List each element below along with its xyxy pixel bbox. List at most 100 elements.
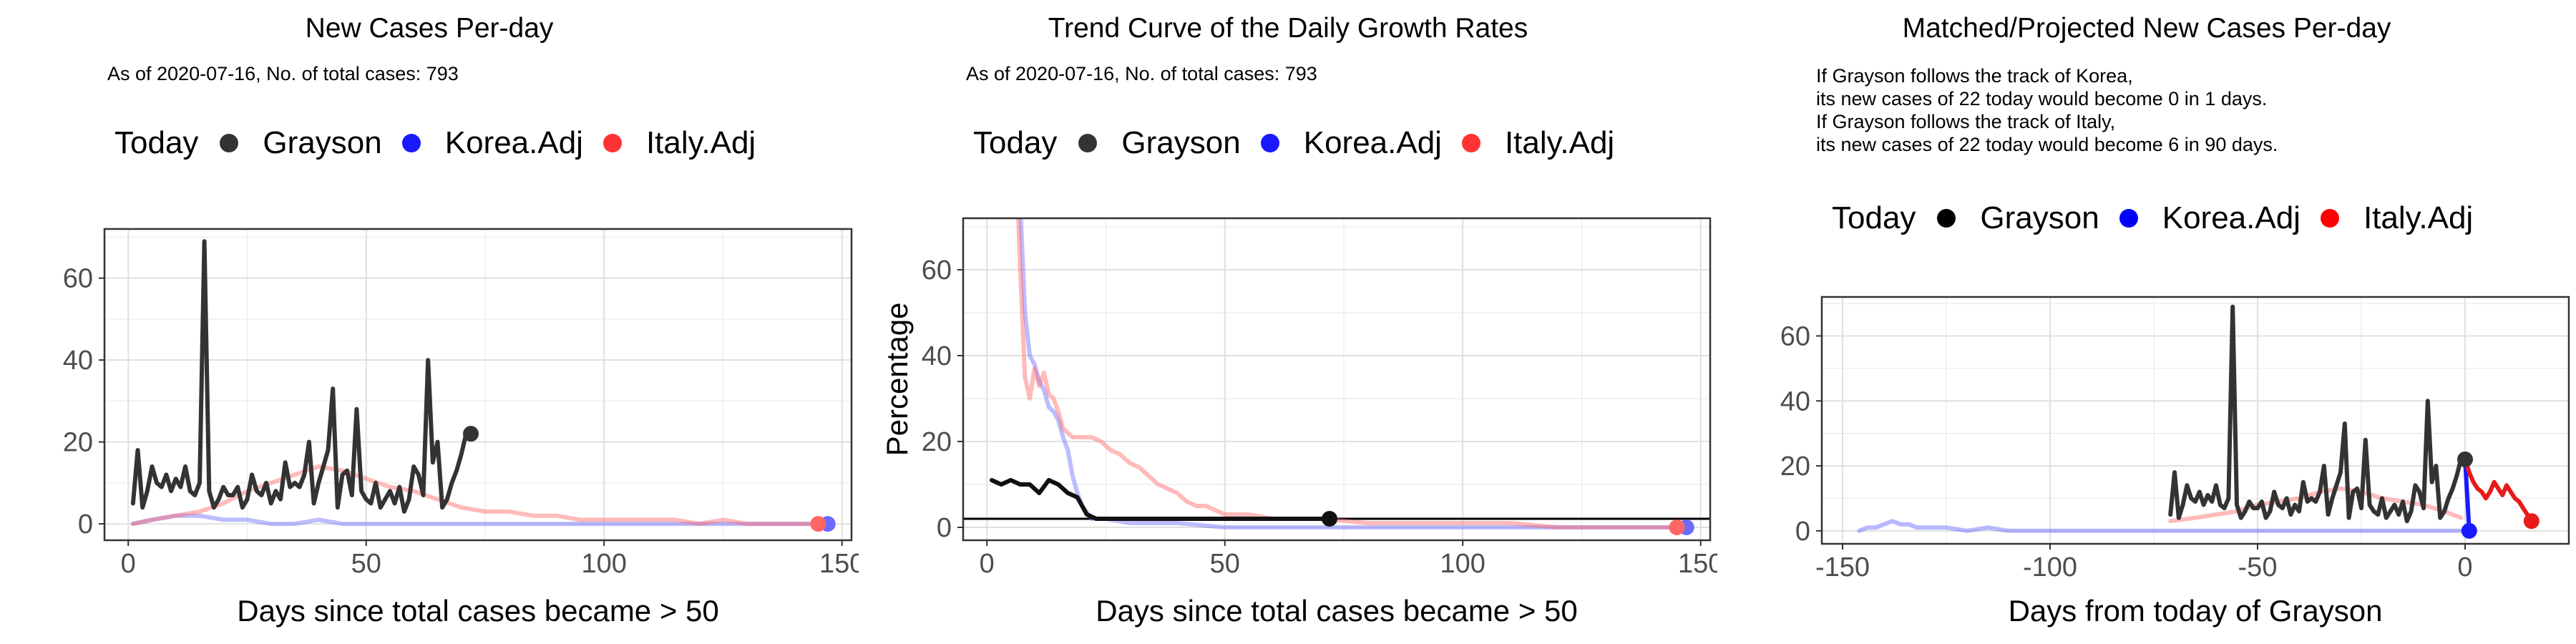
legend-item-korea: Korea.Adj	[1260, 125, 1442, 161]
series-line-grayson	[2168, 304, 2467, 524]
y-tick-label: 0	[937, 513, 952, 543]
y-tick-label: 60	[63, 264, 93, 294]
y-tick-label: 0	[78, 509, 93, 540]
plot-border	[103, 228, 853, 542]
legend-dot-italy	[2320, 209, 2339, 228]
x-tick-label: -100	[2023, 552, 2077, 582]
series-line-italy-adj-projected	[2463, 457, 2534, 524]
series-group	[1857, 304, 2534, 533]
legend-item-grayson: Grayson	[220, 125, 382, 161]
y-tick-label: 20	[922, 427, 952, 457]
legend: Today Grayson Korea.Adj Italy.Adj	[973, 125, 1634, 161]
chart-subtitle: As of 2020-07-16, No. of total cases: 79…	[966, 63, 1317, 84]
projection-note: If Grayson follows the track of Korea, i…	[1816, 64, 2278, 156]
series-group	[963, 218, 1710, 530]
endpoint-marker-italy-adj-projected	[2523, 513, 2540, 530]
y-tick-label: 40	[63, 346, 93, 376]
endpoint-marker-korea-adj-projected	[2461, 522, 2477, 539]
x-tick-label: 150	[1678, 549, 1717, 579]
legend-item-italy: Italy.Adj	[1461, 125, 1615, 161]
series-line-italy-adj	[1016, 218, 1679, 530]
legend-label-italy: Italy.Adj	[2363, 200, 2474, 235]
projection-note-line: If Grayson follows the track of Italy,	[1816, 111, 2116, 132]
projection-note-line: its new cases of 22 today would become 6…	[1816, 134, 2278, 155]
x-tick-label: 0	[2457, 552, 2472, 582]
series-line-korea-adj	[1857, 519, 2464, 533]
legend-label-korea: Korea.Adj	[2162, 200, 2301, 235]
y-tick-label: 60	[922, 255, 952, 286]
chart-title: New Cases Per-day	[305, 13, 554, 44]
legend-dot-italy	[1461, 134, 1480, 152]
x-axis-label: Days from today of Grayson	[2009, 594, 2383, 628]
endpoint-marker-grayson	[463, 426, 479, 442]
legend: Today Grayson Korea.Adj Italy.Adj	[114, 125, 776, 161]
x-axis-label: Days since total cases became > 50	[237, 594, 719, 628]
legend-label-grayson: Grayson	[1121, 125, 1241, 160]
legend-title: Today	[973, 125, 1058, 160]
x-tick-label: -50	[2238, 552, 2278, 582]
chart-growth-rates: 0 50 100 150 0 20 40 60 Days since total cases b…	[880, 217, 1717, 628]
y-tick-label: 40	[1780, 386, 1810, 416]
legend-dot-grayson	[1078, 134, 1098, 152]
panel-projected-cases: -150 -100 -50 0 0 20 40 60 Days from today of Gr…	[1717, 0, 2576, 644]
y-tick-label: 40	[922, 341, 952, 371]
legend-item-korea: Korea.Adj	[2119, 200, 2301, 236]
legend-dot-grayson	[1937, 209, 1956, 228]
series-line-korea-adj-projected	[2463, 457, 2472, 533]
legend: Today Grayson Korea.Adj Italy.Adj	[1832, 200, 2493, 236]
series-group	[130, 239, 830, 527]
legend-dot-italy	[602, 134, 622, 152]
endpoint-marker-grayson	[2457, 451, 2473, 467]
x-tick-label: 0	[980, 549, 995, 579]
legend-dot-korea	[2119, 209, 2138, 228]
plot-border	[962, 217, 1712, 542]
y-tick-label: 0	[1795, 517, 1810, 547]
series-line-italy-adj	[130, 464, 821, 527]
x-tick-label: 0	[121, 549, 136, 579]
legend-item-grayson: Grayson	[1937, 200, 2099, 236]
legend-title: Today	[1832, 200, 1916, 235]
legend-title: Today	[114, 125, 199, 160]
y-tick-label: 20	[63, 428, 93, 458]
x-tick-label: 150	[819, 549, 859, 579]
legend-dot-grayson	[220, 134, 239, 152]
chart-new-cases: 0 50 100 150 0 20 40 60 Days since total cases b…	[63, 228, 859, 628]
series-line-korea-adj	[1018, 218, 1689, 530]
series-line-grayson	[989, 478, 1332, 521]
x-tick-label: -150	[1815, 552, 1870, 582]
legend-dot-korea	[401, 134, 421, 152]
legend-label-italy: Italy.Adj	[645, 125, 756, 160]
x-axis-label: Days since total cases became > 50	[1096, 594, 1578, 628]
legend-label-korea: Korea.Adj	[1303, 125, 1442, 160]
projection-note-line: its new cases of 22 today would become 0…	[1816, 88, 2268, 109]
legend-label-grayson: Grayson	[263, 125, 382, 160]
panel-new-cases: 0 50 100 150 0 20 40 60 Days since total cases b…	[0, 0, 859, 644]
legend-dot-korea	[1260, 134, 1279, 152]
chart-projected-cases: -150 -100 -50 0 0 20 40 60 Days from today of Gr…	[1780, 296, 2570, 628]
x-tick-label: 50	[1210, 549, 1240, 579]
y-axis-label: Percentage	[880, 303, 914, 457]
panel-growth-rates: 0 50 100 150 0 20 40 60 Days since total cases b…	[859, 0, 1717, 644]
endpoint-marker-italy-adj	[810, 516, 826, 532]
legend-item-grayson: Grayson	[1078, 125, 1241, 161]
y-tick-label: 20	[1780, 452, 1810, 482]
legend-label-italy: Italy.Adj	[1504, 125, 1615, 160]
x-tick-label: 50	[351, 549, 381, 579]
chart-title: Trend Curve of the Daily Growth Rates	[1048, 13, 1528, 44]
plot-border	[1820, 296, 2570, 545]
y-tick-label: 60	[1780, 321, 1810, 351]
projection-note-line: If Grayson follows the track of Korea,	[1816, 65, 2133, 87]
legend-label-korea: Korea.Adj	[444, 125, 583, 160]
chart-subtitle: As of 2020-07-16, No. of total cases: 79…	[107, 63, 459, 84]
legend-item-italy: Italy.Adj	[2320, 200, 2474, 236]
legend-label-grayson: Grayson	[1980, 200, 2099, 235]
x-tick-label: 100	[1440, 549, 1485, 579]
endpoint-marker-grayson	[1322, 511, 1338, 527]
endpoint-marker-italy-adj	[1669, 519, 1685, 535]
series-line-korea-adj	[130, 513, 830, 527]
legend-item-italy: Italy.Adj	[602, 125, 756, 161]
series-line-grayson	[130, 239, 473, 514]
legend-item-korea: Korea.Adj	[401, 125, 583, 161]
x-tick-label: 100	[582, 549, 627, 579]
chart-title: Matched/Projected New Cases Per-day	[1902, 13, 2391, 44]
